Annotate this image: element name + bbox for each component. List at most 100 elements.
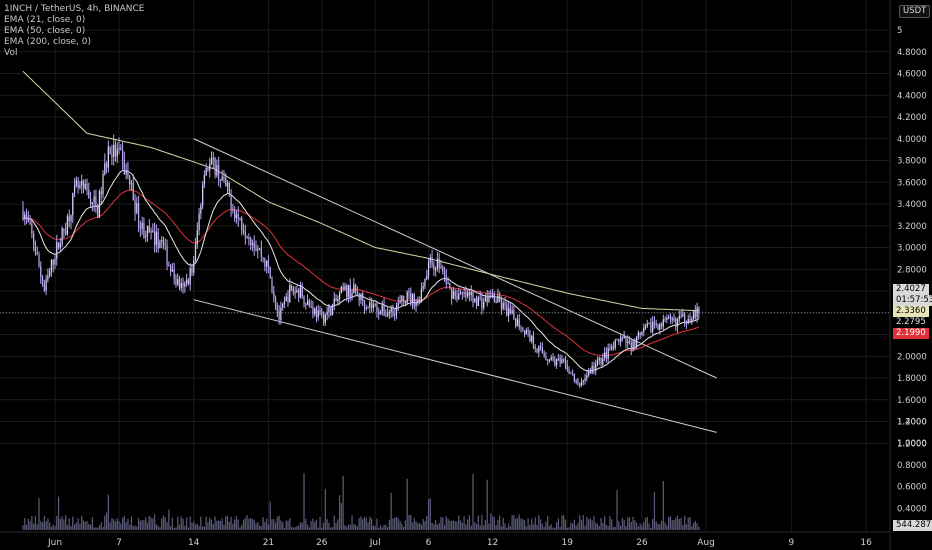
volume-bar xyxy=(216,520,218,530)
volume-bar xyxy=(22,525,24,530)
volume-bar xyxy=(338,494,341,530)
volume-bar xyxy=(73,524,76,530)
volume-bar xyxy=(511,515,513,530)
volume-bar xyxy=(625,525,627,530)
candle-body xyxy=(666,317,668,320)
volume-bar xyxy=(673,519,675,530)
candle-body xyxy=(47,275,49,280)
candle-body xyxy=(314,308,316,315)
volume-bar xyxy=(363,516,366,530)
volume-bar xyxy=(251,519,254,530)
candle-body xyxy=(25,214,28,218)
indicator-volume[interactable]: Vol xyxy=(4,48,18,58)
volume-bar xyxy=(287,520,289,530)
candle-body xyxy=(257,248,259,251)
last-price-tag: 2.4027 xyxy=(893,284,929,295)
candle-body xyxy=(347,284,350,297)
candle-body xyxy=(104,163,106,175)
volume-bar xyxy=(401,523,403,530)
candle-body xyxy=(102,174,104,195)
volume-bar xyxy=(57,496,60,530)
volume-bar xyxy=(365,518,367,530)
candle-body xyxy=(344,285,346,289)
candle-body xyxy=(57,242,60,248)
candle-body xyxy=(392,307,394,316)
volume-bar xyxy=(141,520,143,530)
candle-body xyxy=(596,360,599,364)
candle-body xyxy=(678,315,680,320)
candle-body xyxy=(388,311,391,314)
candle-body xyxy=(555,359,558,366)
symbol-title[interactable]: 1INCH / TetherUS, 4h, BINANCE xyxy=(4,4,145,14)
price-axis[interactable]: 1.20001.40001.60001.80002.00002.20002.40… xyxy=(897,26,927,514)
volume-bar xyxy=(547,516,549,530)
y-tick-label: 4.4000 xyxy=(897,91,927,101)
candle-body xyxy=(38,254,40,267)
volume-bar xyxy=(660,520,663,530)
volume-bar xyxy=(193,521,195,530)
volume-bar xyxy=(123,515,125,530)
volume-bar xyxy=(52,524,54,530)
volume-bar xyxy=(68,518,70,530)
volume-bar xyxy=(411,522,414,530)
trendline xyxy=(193,299,717,433)
volume-bar xyxy=(49,522,51,530)
ema21-tag: 2.3360 xyxy=(893,306,929,317)
candle-body xyxy=(397,303,399,307)
volume-bar xyxy=(146,522,149,530)
candle-body xyxy=(660,324,663,327)
volume-bar xyxy=(118,521,120,530)
volume-bar xyxy=(500,526,503,530)
volume-bar xyxy=(232,523,234,530)
candle-body xyxy=(463,292,465,294)
volume-bar xyxy=(244,517,246,530)
candle-body xyxy=(258,248,261,250)
currency-label[interactable]: USDT xyxy=(899,5,931,18)
volume-bar xyxy=(593,515,595,530)
volume-bar xyxy=(100,522,102,530)
candle-body xyxy=(419,299,421,303)
candle-body xyxy=(266,260,268,267)
candle-body xyxy=(354,284,357,293)
candle-body xyxy=(22,209,24,219)
volume-bar xyxy=(93,527,95,530)
candle-body xyxy=(54,258,56,265)
candle-body xyxy=(72,193,74,216)
time-axis[interactable]: Jun 7 14 21 26 Jul 6 12 19 26 Aug 9 16 xyxy=(47,538,872,548)
volume-bar xyxy=(573,519,575,530)
candle-body xyxy=(589,371,592,374)
volume-bar xyxy=(367,522,369,530)
volume-bar xyxy=(242,519,245,530)
volume-bar xyxy=(116,518,118,530)
volume-bar xyxy=(525,526,527,530)
candle-body xyxy=(470,291,472,296)
y-tick-label: 1.4000 xyxy=(897,418,927,428)
candle-body xyxy=(541,347,543,353)
volume-bar xyxy=(324,488,326,530)
candle-body xyxy=(226,183,229,187)
candle-body xyxy=(244,231,246,237)
volume-bar xyxy=(347,524,350,530)
volume-bar xyxy=(614,526,616,530)
volume-bar xyxy=(559,527,561,530)
indicator-ema21[interactable]: EMA (21, close, 0) xyxy=(4,15,86,25)
candle-body xyxy=(173,269,175,279)
candle-body xyxy=(504,303,506,305)
candle-body xyxy=(207,167,209,170)
volume-bar xyxy=(212,524,214,530)
volume-bar xyxy=(499,515,501,530)
candle-body xyxy=(230,194,232,210)
candle-body xyxy=(627,341,629,344)
volume-bar xyxy=(465,524,467,530)
candle-body xyxy=(248,237,250,239)
x-tick-label: Aug xyxy=(697,538,715,548)
indicator-ema50[interactable]: EMA (50, close, 0) xyxy=(4,26,86,36)
candle-body xyxy=(180,282,182,289)
candle-body xyxy=(609,348,611,350)
candle-body xyxy=(539,346,542,348)
candle-body xyxy=(107,146,109,168)
candle-body xyxy=(132,183,134,201)
indicator-ema200[interactable]: EMA (200, close, 0) xyxy=(4,37,92,47)
candle-body xyxy=(440,267,442,269)
